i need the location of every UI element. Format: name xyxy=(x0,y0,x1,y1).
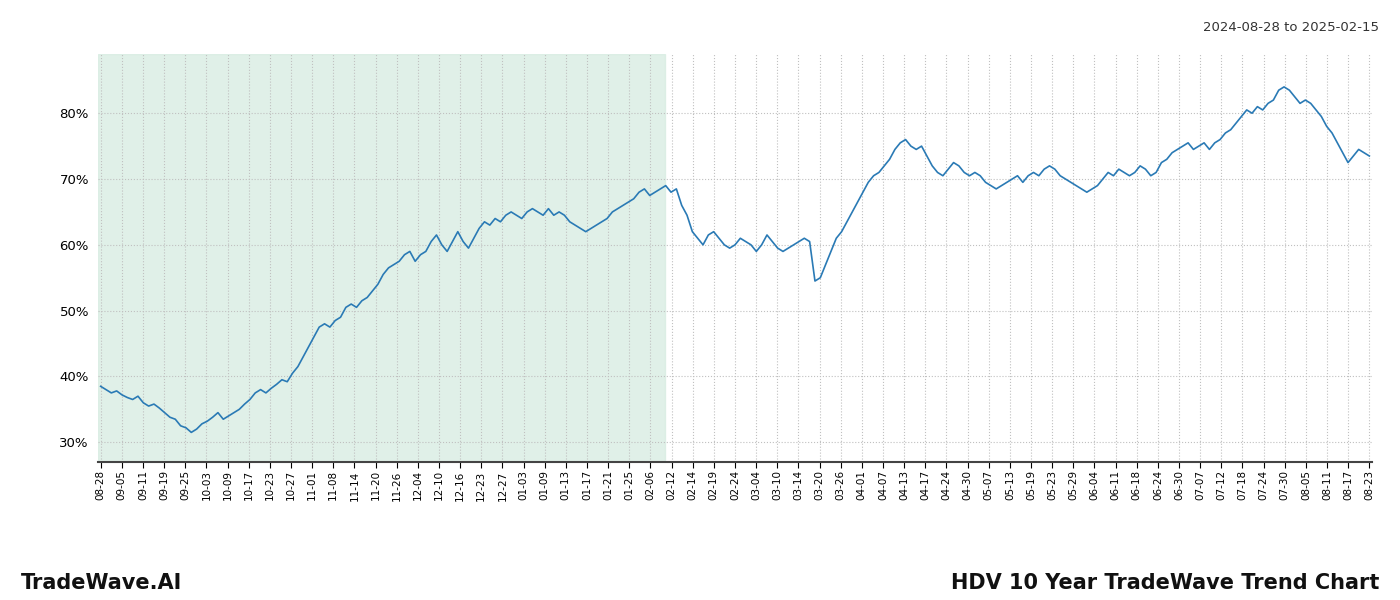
Text: TradeWave.AI: TradeWave.AI xyxy=(21,573,182,593)
Text: 2024-08-28 to 2025-02-15: 2024-08-28 to 2025-02-15 xyxy=(1203,21,1379,34)
Text: HDV 10 Year TradeWave Trend Chart: HDV 10 Year TradeWave Trend Chart xyxy=(951,573,1379,593)
Bar xyxy=(98,54,665,462)
